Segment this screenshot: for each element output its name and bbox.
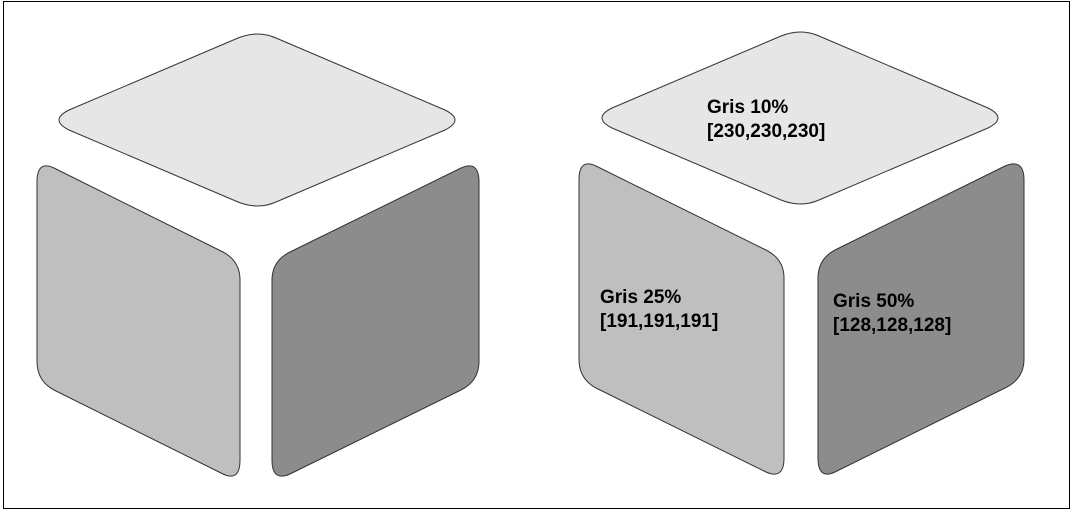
right-cube: Gris 10% [230,230,230] Gris 25% [191,191… [578, 31, 1025, 475]
right-cube-left-face [578, 163, 785, 475]
right-face-label-rgb: [128,128,128] [833, 315, 951, 336]
left-cube-left-face [36, 165, 241, 477]
left-face-label-name: Gris 25% [600, 287, 681, 308]
left-cube-top-face [58, 33, 456, 207]
right-cube-top-face [601, 31, 999, 205]
top-face-label-name: Gris 10% [707, 97, 788, 118]
right-cube-right-face [817, 163, 1025, 475]
left-face-label-rgb: [191,191,191] [600, 311, 718, 332]
right-face-label-name: Gris 50% [833, 291, 914, 312]
left-cube [36, 33, 480, 477]
top-face-label-rgb: [230,230,230] [707, 121, 825, 142]
left-cube-right-face [271, 165, 480, 477]
